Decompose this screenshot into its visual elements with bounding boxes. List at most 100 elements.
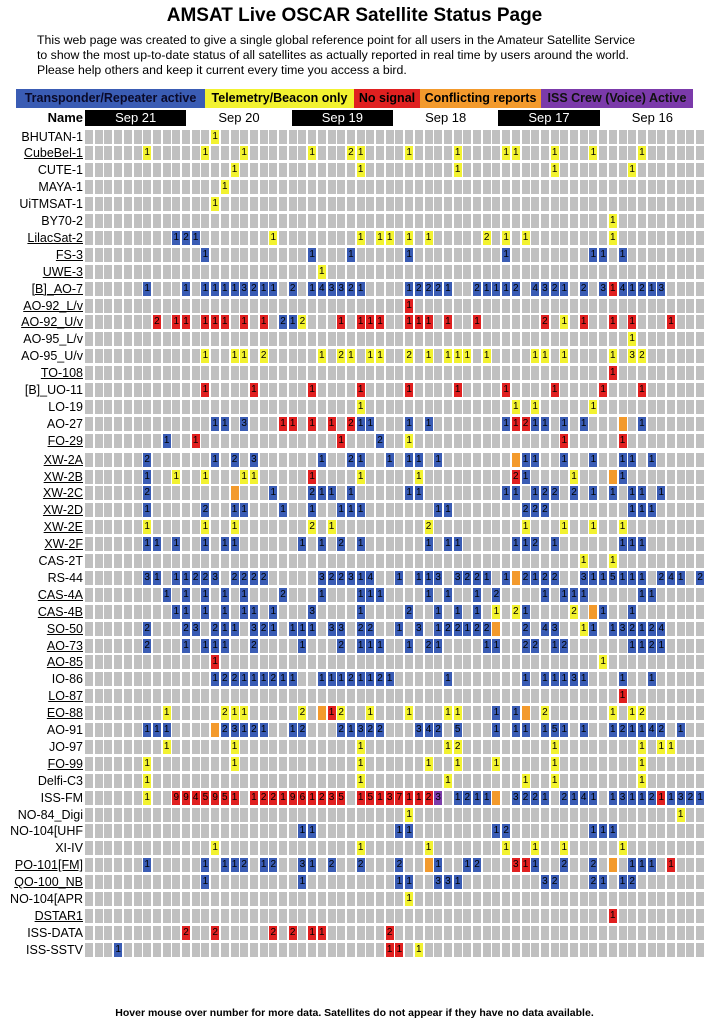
status-report-cell[interactable]: 1 <box>511 416 520 431</box>
status-report-cell[interactable]: 1 <box>211 281 220 296</box>
status-report-cell[interactable]: 3 <box>579 570 588 585</box>
status-report-cell[interactable]: 1 <box>376 315 384 330</box>
status-report-cell[interactable]: 1 <box>220 315 229 330</box>
status-report-cell[interactable]: 1 <box>172 315 181 330</box>
status-report-cell[interactable]: 1 <box>220 638 229 653</box>
status-report-cell[interactable]: 1 <box>240 469 249 484</box>
status-report-cell[interactable]: 1 <box>579 723 588 737</box>
status-report-cell[interactable]: 3 <box>434 790 443 805</box>
status-report-cell[interactable]: 3 <box>676 790 685 805</box>
status-report-cell[interactable]: 1 <box>521 858 530 873</box>
status-report-cell[interactable]: 2 <box>259 349 268 364</box>
status-report-cell[interactable]: 1 <box>405 807 414 822</box>
status-report-cell[interactable]: 1 <box>511 723 520 737</box>
status-report-cell[interactable]: 5 <box>337 790 346 805</box>
satellite-name[interactable]: XW-2C <box>42 486 83 501</box>
status-report-cell[interactable]: 2 <box>424 281 433 296</box>
status-report-cell[interactable]: 1 <box>628 503 637 518</box>
status-report-cell[interactable]: 1 <box>405 247 414 262</box>
status-report-cell[interactable]: 1 <box>143 281 152 296</box>
status-report-cell[interactable]: 1 <box>201 858 210 873</box>
status-report-cell[interactable]: 1 <box>395 875 404 890</box>
status-report-cell[interactable]: 2 <box>473 570 481 585</box>
satellite-name[interactable]: XW-2D <box>42 503 83 518</box>
status-report-cell[interactable]: 1 <box>405 230 414 245</box>
status-report-cell[interactable]: 1 <box>308 790 317 805</box>
status-report-cell[interactable]: 1 <box>143 469 152 484</box>
status-report-cell[interactable]: 1 <box>443 349 452 364</box>
status-report-cell[interactable]: 1 <box>405 298 414 313</box>
status-report-cell[interactable]: 1 <box>201 537 210 552</box>
status-report-cell[interactable]: 1 <box>608 554 617 568</box>
status-report-cell[interactable]: 1 <box>172 230 181 245</box>
status-report-cell[interactable]: 1 <box>453 163 462 178</box>
status-report-cell[interactable]: 1 <box>492 756 501 771</box>
status-report-cell[interactable]: 2 <box>211 925 220 940</box>
status-report-cell[interactable]: 2 <box>511 604 520 619</box>
status-report-cell[interactable]: 1 <box>560 723 569 737</box>
status-report-cell[interactable]: 1 <box>550 756 559 771</box>
status-report-cell[interactable]: 1 <box>201 638 210 653</box>
status-report-cell[interactable]: 1 <box>298 824 307 839</box>
status-report-cell[interactable]: 1 <box>143 146 152 161</box>
status-report-cell[interactable]: 1 <box>511 537 520 552</box>
status-report-cell[interactable]: 1 <box>618 689 627 704</box>
status-report-cell[interactable]: 1 <box>511 486 520 501</box>
status-report-cell[interactable]: 1 <box>405 875 414 890</box>
status-report-cell[interactable]: 1 <box>240 672 249 687</box>
status-report-cell[interactable]: 1 <box>414 452 423 467</box>
status-report-cell[interactable]: 1 <box>579 315 588 330</box>
status-report-cell[interactable]: 1 <box>191 433 200 448</box>
status-report-cell[interactable]: 1 <box>560 433 569 448</box>
status-report-cell[interactable]: 1 <box>540 790 549 805</box>
status-report-cell[interactable]: 2 <box>298 723 307 737</box>
status-report-cell[interactable]: 1 <box>424 230 433 245</box>
status-report-cell[interactable]: 1 <box>502 383 511 397</box>
status-report-cell[interactable]: 1 <box>511 706 520 721</box>
status-report-cell[interactable]: 1 <box>405 638 414 653</box>
status-report-cell[interactable]: 2 <box>463 570 472 585</box>
status-report-cell[interactable]: 2 <box>560 638 569 653</box>
status-report-cell[interactable]: 2 <box>317 790 326 805</box>
status-report-cell[interactable]: 2 <box>637 706 646 721</box>
status-report-cell[interactable]: 4 <box>366 570 375 585</box>
status-report-cell[interactable]: 2 <box>346 672 355 687</box>
status-report-cell[interactable]: 1 <box>579 416 588 431</box>
status-report-cell[interactable]: 2 <box>521 790 530 805</box>
status-report-cell[interactable]: 1 <box>346 247 355 262</box>
status-report-cell[interactable]: 1 <box>414 486 423 501</box>
status-report-cell[interactable]: 1 <box>288 723 297 737</box>
status-report-cell[interactable]: 6 <box>298 790 307 805</box>
status-report-cell[interactable]: 1 <box>618 841 627 856</box>
status-report-cell[interactable]: 1 <box>434 604 443 619</box>
status-report-cell[interactable]: 1 <box>560 416 569 431</box>
status-report-cell[interactable]: 1 <box>414 315 423 330</box>
status-report-cell[interactable]: 1 <box>201 146 210 161</box>
status-report-cell[interactable]: 2 <box>240 570 249 585</box>
status-report-cell[interactable]: 1 <box>628 790 637 805</box>
status-report-cell[interactable]: 1 <box>608 790 617 805</box>
status-report-cell[interactable]: 2 <box>346 146 355 161</box>
status-report-cell[interactable]: 1 <box>356 163 365 178</box>
status-report-cell[interactable]: 3 <box>143 570 152 585</box>
status-report-cell[interactable]: 1 <box>240 315 249 330</box>
status-report-cell[interactable]: 1 <box>414 469 423 484</box>
status-report-cell[interactable]: 1 <box>443 739 452 754</box>
status-report-cell[interactable]: 1 <box>589 570 598 585</box>
status-report-cell[interactable]: 1 <box>443 672 452 687</box>
status-report-cell[interactable]: 1 <box>220 621 229 636</box>
status-report-cell[interactable]: 1 <box>618 433 627 448</box>
satellite-name[interactable]: XW-2E <box>43 520 83 535</box>
status-report-cell[interactable]: 1 <box>667 739 675 754</box>
status-report-cell[interactable]: 1 <box>637 739 646 754</box>
status-report-cell[interactable]: 1 <box>550 739 559 754</box>
status-report-cell[interactable]: 1 <box>405 383 414 397</box>
status-report-cell[interactable]: 4 <box>657 621 666 636</box>
status-report-cell[interactable]: 2 <box>657 570 666 585</box>
status-report-cell[interactable]: 1 <box>443 503 452 518</box>
status-report-cell[interactable]: 2 <box>201 503 210 518</box>
status-report-cell[interactable]: 2 <box>395 858 404 873</box>
status-report-cell[interactable]: 3 <box>249 621 258 636</box>
status-report-cell[interactable]: 1 <box>230 756 239 771</box>
status-report-cell[interactable]: 2 <box>337 537 346 552</box>
